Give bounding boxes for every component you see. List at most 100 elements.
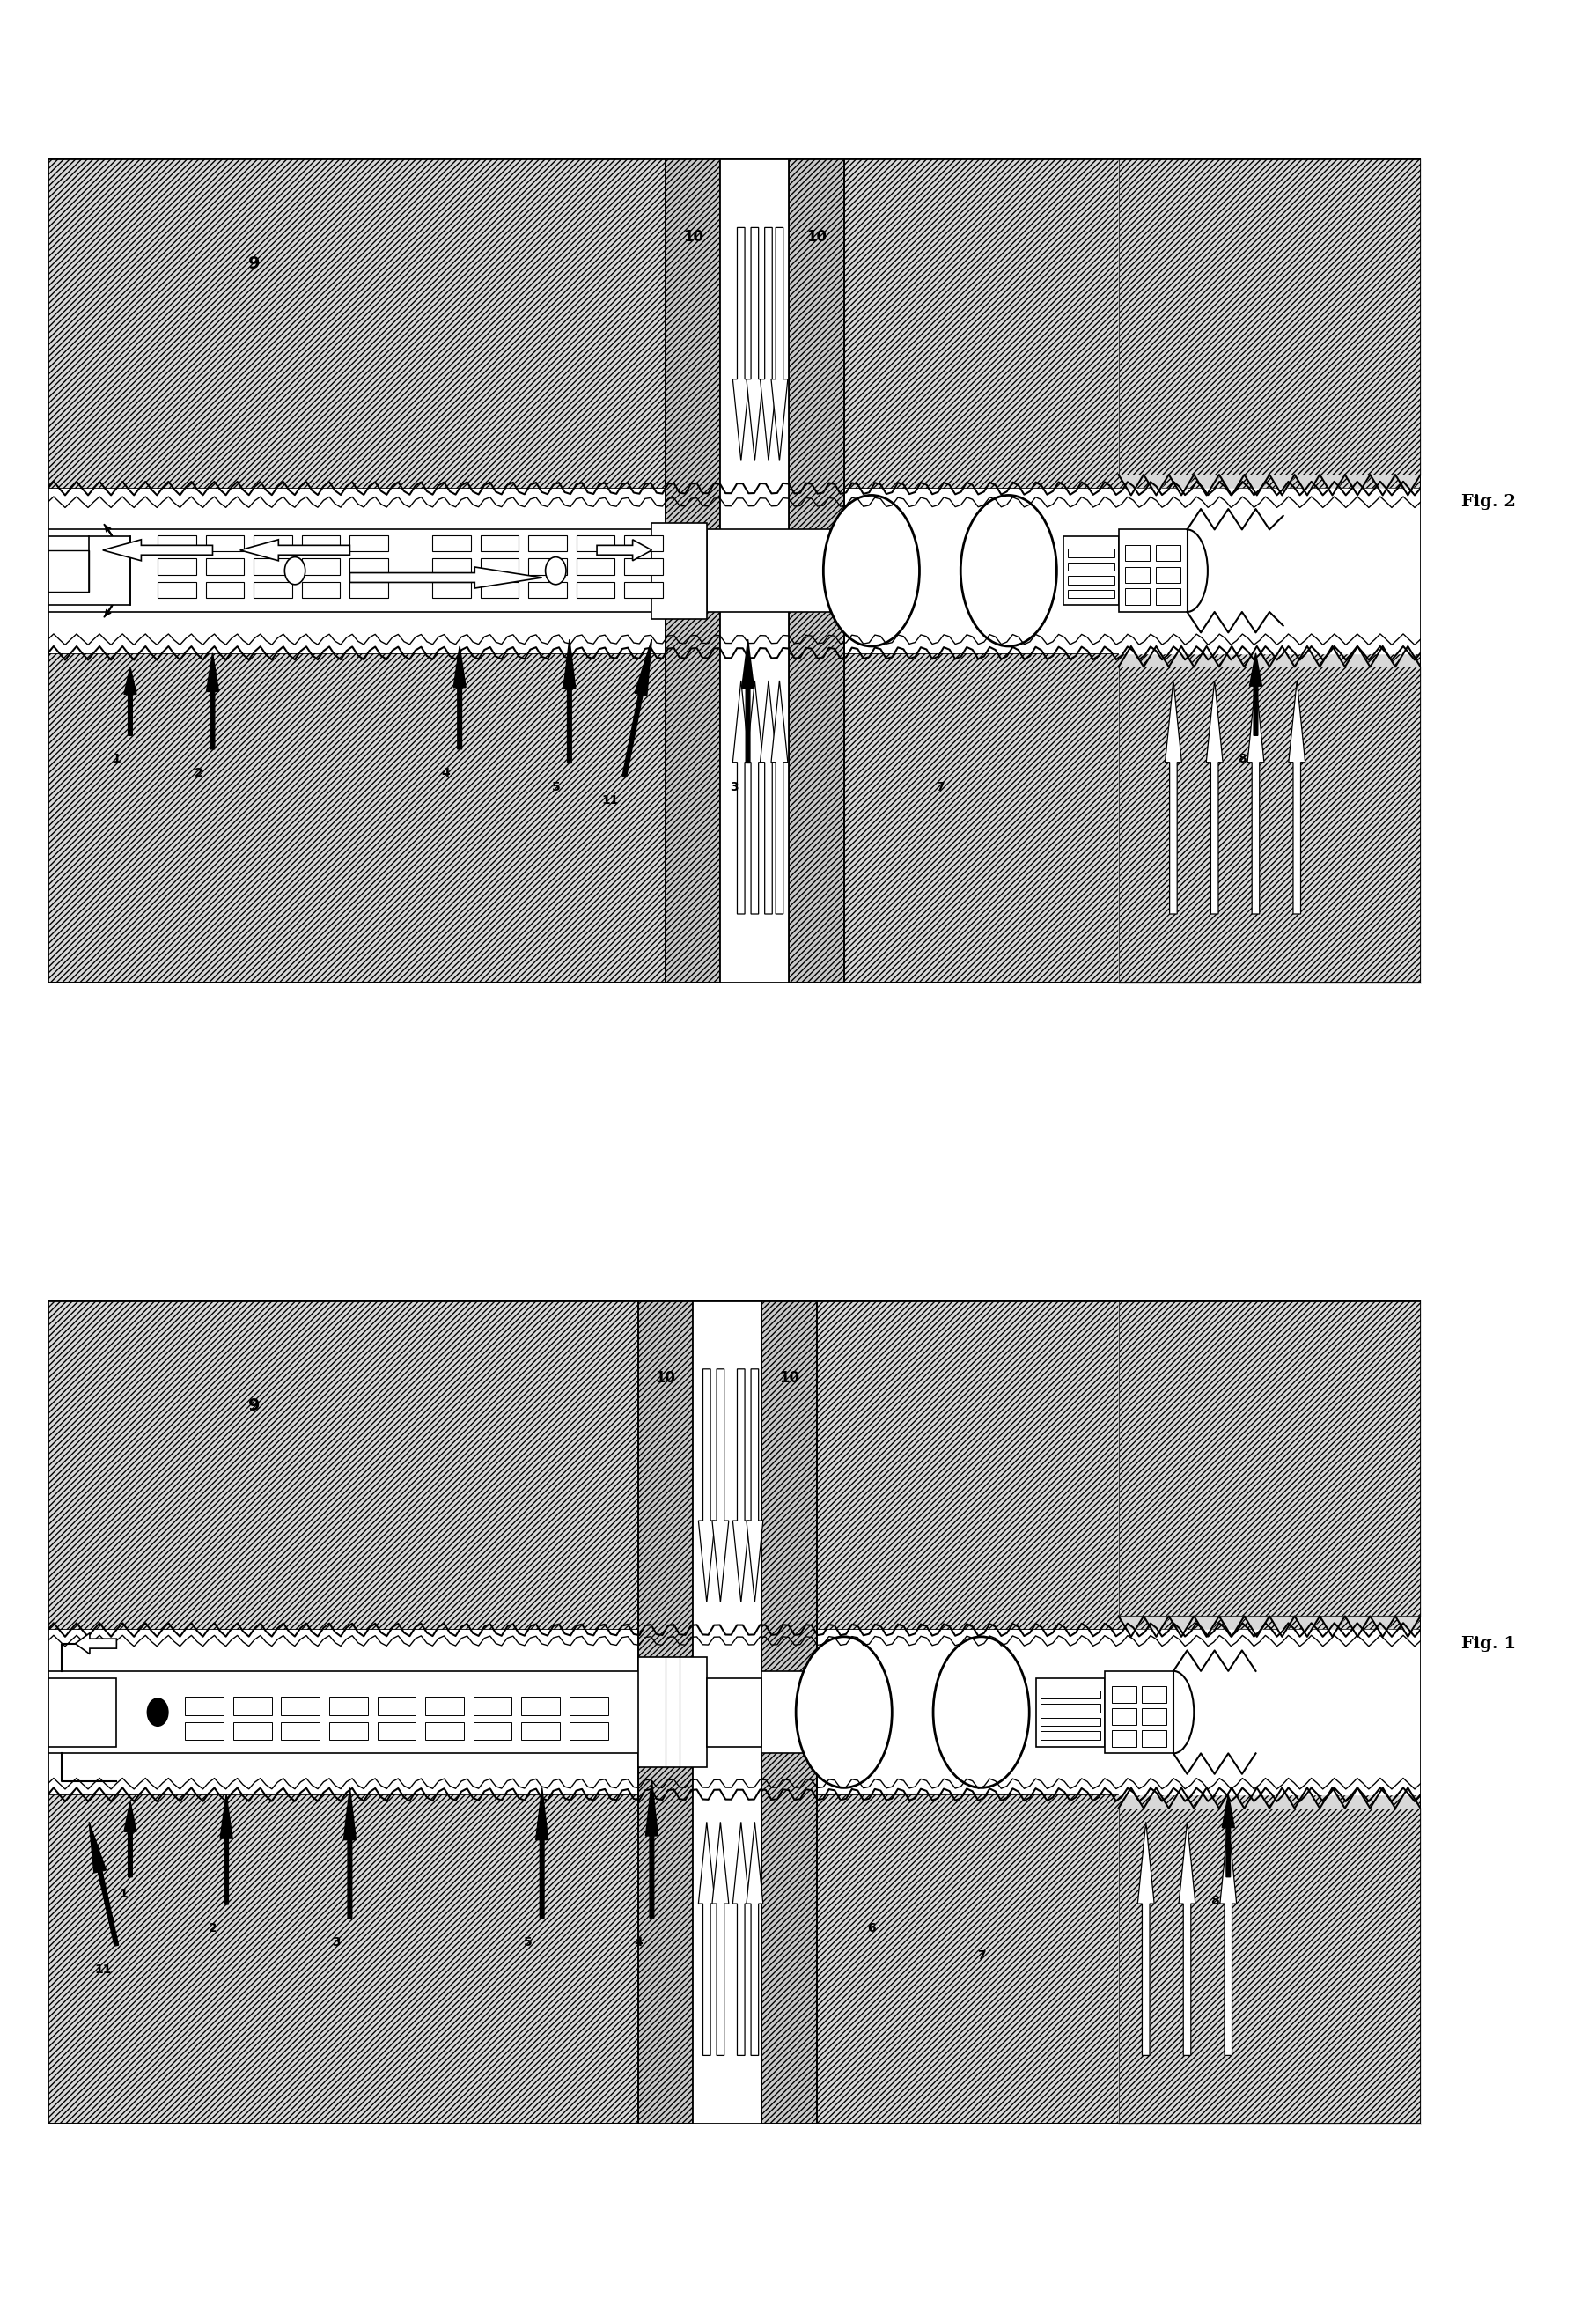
Bar <box>1068 590 1114 597</box>
Text: 4: 4 <box>634 1937 642 1949</box>
Bar <box>48 1301 1420 1630</box>
Bar <box>233 1697 271 1716</box>
Bar <box>761 1301 817 2124</box>
FancyArrow shape <box>622 639 651 777</box>
Bar <box>1156 544 1181 560</box>
FancyArrow shape <box>747 680 763 913</box>
Bar <box>1119 530 1187 611</box>
Bar <box>1041 1690 1101 1700</box>
Bar <box>206 558 244 574</box>
FancyArrow shape <box>699 1822 715 2055</box>
Bar <box>576 581 614 597</box>
Bar <box>1119 159 1420 475</box>
FancyArrow shape <box>1179 1822 1195 2055</box>
Bar <box>329 1697 367 1716</box>
Bar <box>350 535 388 551</box>
FancyArrow shape <box>536 1787 547 1919</box>
Text: 11: 11 <box>94 1962 112 1976</box>
Bar <box>1111 1730 1136 1746</box>
Text: 8: 8 <box>1238 754 1246 766</box>
Bar <box>48 489 1420 653</box>
Ellipse shape <box>796 1637 892 1787</box>
Text: 2: 2 <box>209 1923 217 1935</box>
Bar <box>48 653 1420 982</box>
Bar <box>651 523 707 618</box>
Ellipse shape <box>546 558 567 583</box>
Text: 7: 7 <box>935 782 945 793</box>
Bar <box>1125 567 1151 583</box>
FancyArrow shape <box>733 680 750 913</box>
Bar <box>302 581 340 597</box>
Bar <box>1068 576 1114 583</box>
Bar <box>1156 588 1181 604</box>
Bar <box>624 581 662 597</box>
Bar <box>638 1658 707 1766</box>
Bar <box>48 551 89 590</box>
FancyArrow shape <box>1250 653 1262 736</box>
FancyArrow shape <box>1165 680 1181 913</box>
Bar <box>350 581 388 597</box>
FancyArrow shape <box>712 1370 729 1603</box>
Bar <box>1068 563 1114 570</box>
FancyArrow shape <box>220 1794 233 1905</box>
Bar <box>1156 567 1181 583</box>
FancyArrow shape <box>350 567 543 588</box>
Bar <box>254 535 292 551</box>
FancyArrow shape <box>453 646 466 749</box>
FancyArrow shape <box>1288 680 1306 913</box>
Text: Fig. 2: Fig. 2 <box>1462 493 1516 510</box>
Bar <box>48 1794 1420 2124</box>
Bar <box>254 558 292 574</box>
FancyArrow shape <box>343 1787 356 1919</box>
Bar <box>1036 1679 1104 1746</box>
Bar <box>1041 1718 1101 1725</box>
Text: 11: 11 <box>602 796 619 807</box>
Bar <box>528 581 567 597</box>
FancyArrow shape <box>646 1780 658 1919</box>
Text: 5: 5 <box>523 1937 533 1949</box>
Bar <box>433 535 471 551</box>
Text: 3: 3 <box>332 1937 340 1949</box>
Bar <box>254 581 292 597</box>
Bar <box>433 558 471 574</box>
Bar <box>158 535 196 551</box>
FancyArrow shape <box>206 653 219 749</box>
FancyArrow shape <box>1223 1794 1234 1877</box>
FancyArrow shape <box>124 1801 136 1877</box>
Text: 1: 1 <box>120 1889 128 1900</box>
Text: 9: 9 <box>247 1397 260 1414</box>
Bar <box>206 535 244 551</box>
Ellipse shape <box>934 1637 1029 1787</box>
Bar <box>707 1679 761 1746</box>
Bar <box>576 535 614 551</box>
Bar <box>624 535 662 551</box>
FancyArrow shape <box>239 540 350 560</box>
Bar <box>474 1723 512 1739</box>
Text: 1: 1 <box>112 754 121 766</box>
FancyArrow shape <box>1219 1822 1237 2055</box>
Bar <box>185 1723 223 1739</box>
Text: 8: 8 <box>1210 1896 1219 1907</box>
FancyArrow shape <box>1138 1822 1154 2055</box>
Text: 3: 3 <box>729 782 739 793</box>
FancyArrow shape <box>563 639 576 763</box>
Text: 5: 5 <box>552 782 560 793</box>
Bar <box>302 535 340 551</box>
Text: Fig. 1: Fig. 1 <box>1462 1635 1516 1651</box>
Bar <box>1125 588 1151 604</box>
Bar <box>638 1301 693 2124</box>
FancyArrow shape <box>733 1822 750 2055</box>
FancyArrow shape <box>733 228 750 461</box>
FancyArrow shape <box>75 1633 117 1653</box>
Bar <box>480 581 519 597</box>
FancyArrow shape <box>89 1822 118 1946</box>
Bar <box>570 1723 608 1739</box>
FancyArrow shape <box>102 540 212 560</box>
Bar <box>666 159 720 982</box>
Bar <box>1104 1672 1173 1753</box>
Bar <box>1125 544 1151 560</box>
Text: 10: 10 <box>656 1370 675 1386</box>
Bar <box>474 1697 512 1716</box>
Bar <box>480 558 519 574</box>
Bar <box>570 1697 608 1716</box>
